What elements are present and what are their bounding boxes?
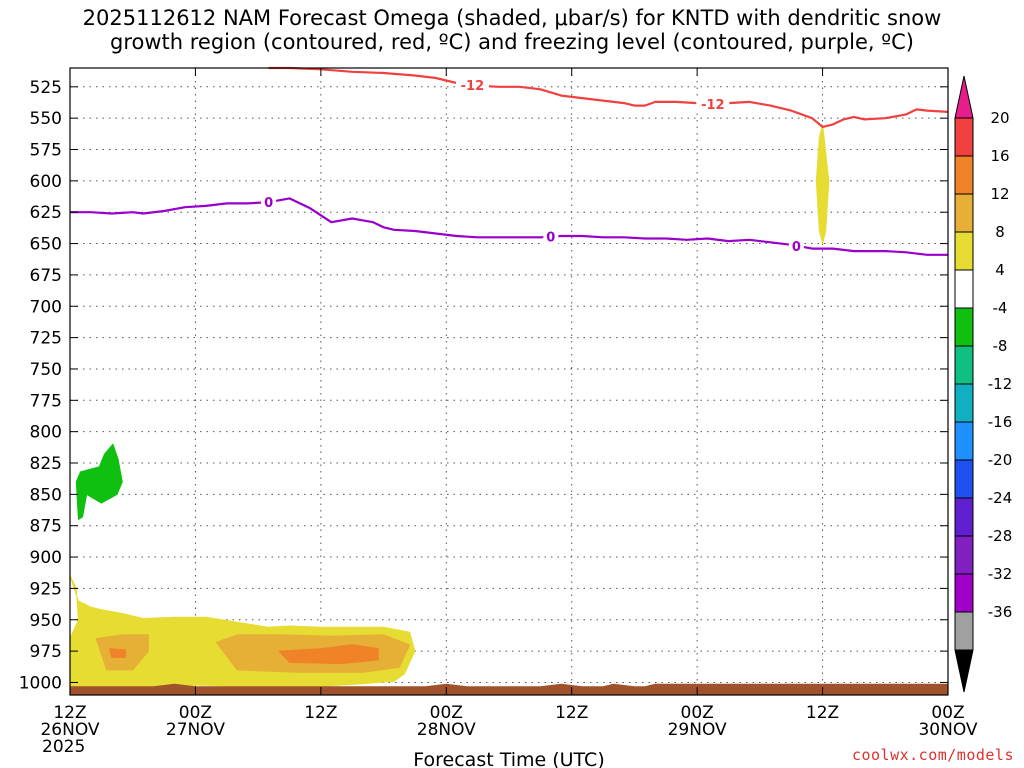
y-tick-label: 650 <box>30 235 62 255</box>
contour-label-bg <box>696 96 730 113</box>
y-tick-label: 725 <box>30 329 62 349</box>
colorbar-box <box>954 573 974 613</box>
y-tick-label: 850 <box>30 485 62 505</box>
y-tick-label: 825 <box>30 454 62 474</box>
colorbar-tick-label: 8 <box>995 223 1005 241</box>
contour-layer <box>70 66 949 256</box>
contour-label-bg <box>543 228 559 245</box>
colorbar-box <box>954 421 974 461</box>
colorbar-box <box>954 611 974 651</box>
colorbar: 20 16 12 8 4 -4 -8 -12 -16 -20 -24 -28 -32 -36 <box>954 75 1013 693</box>
y-tick-label: 700 <box>30 297 62 317</box>
colorbar-box <box>954 459 974 499</box>
contour-line-neg12 <box>268 66 949 128</box>
x-tick-label: 12Z <box>53 703 86 723</box>
source-credit: coolwx.com/models <box>851 746 1014 764</box>
colorbar-tick-label: -20 <box>988 451 1013 469</box>
omega-shaded-region <box>69 575 416 693</box>
y-tick-label: 900 <box>30 548 62 568</box>
colorbar-tick-label: -8 <box>993 337 1008 355</box>
y-tick-label: 1000 <box>19 673 62 693</box>
contour-label: 0 <box>264 196 273 211</box>
colorbar-box <box>954 383 974 423</box>
contour-label: -12 <box>701 98 725 113</box>
x-tick-label: 28NOV <box>417 720 476 740</box>
x-axis-label: Forecast Time (UTC) <box>413 749 604 768</box>
y-tick-label: 975 <box>30 642 62 662</box>
colorbar-box <box>954 193 974 233</box>
y-tick-label: 775 <box>30 391 62 411</box>
omega-shaded-region <box>109 648 126 658</box>
x-tick-label: 12Z <box>304 703 337 723</box>
contour-label-layer: -12 -12 0 0 0 <box>261 76 804 255</box>
colorbar-box <box>954 307 974 347</box>
contour-label-bg <box>788 237 804 254</box>
x-tick-label: 00Z <box>681 703 714 723</box>
y-tick-label: 550 <box>30 109 62 129</box>
y-tick-label: 525 <box>30 78 62 98</box>
colorbar-tick-label: -24 <box>988 489 1013 507</box>
terrain-fill <box>70 683 948 695</box>
y-tick-label: 625 <box>30 203 62 223</box>
contour-label: -12 <box>461 79 485 94</box>
omega-shading-layer <box>69 123 830 693</box>
colorbar-bottom-arrow <box>954 649 974 693</box>
plot-frame <box>69 67 949 696</box>
y-axis-ticks: 525 550 575 600 625 650 675 700 725 750 775 800 825 8… <box>19 78 948 693</box>
contour-line-0 <box>70 197 948 256</box>
colorbar-tick-label: -36 <box>988 603 1013 621</box>
x-tick-label: 2025 <box>42 737 85 757</box>
y-tick-label: 675 <box>30 266 62 286</box>
colorbar-box <box>954 231 974 271</box>
chart-title-line-1: 2025112612 NAM Forecast Omega (shaded, μ… <box>82 6 942 30</box>
y-tick-label: 875 <box>30 517 62 537</box>
x-tick-label: 00Z <box>179 703 212 723</box>
contour-label-bg <box>455 76 489 93</box>
colorbar-tick-label: 12 <box>990 185 1009 203</box>
x-tick-label: 00Z <box>931 703 964 723</box>
contour-label: 0 <box>546 231 555 246</box>
omega-shaded-region <box>815 123 830 245</box>
colorbar-box <box>954 497 974 537</box>
x-tick-label: 29NOV <box>668 720 727 740</box>
y-tick-label: 950 <box>30 611 62 631</box>
x-tick-label: 12Z <box>555 703 588 723</box>
x-tick-label: 12Z <box>806 703 839 723</box>
y-tick-label: 750 <box>30 360 62 380</box>
colorbar-tick-label: -12 <box>988 375 1013 393</box>
x-tick-label: 26NOV <box>40 720 99 740</box>
colorbar-tick-label: -28 <box>988 527 1013 545</box>
colorbar-box <box>954 117 974 157</box>
colorbar-tick-label: 16 <box>990 147 1009 165</box>
x-tick-label: 27NOV <box>166 720 225 740</box>
colorbar-tick-label: 4 <box>995 261 1005 279</box>
y-tick-label: 800 <box>30 423 62 443</box>
colorbar-tick-label: -16 <box>988 413 1013 431</box>
contour-label-bg <box>261 194 277 211</box>
terrain-layer <box>70 683 948 695</box>
omega-shaded-region <box>278 644 379 665</box>
y-tick-label: 925 <box>30 579 62 599</box>
colorbar-top-arrow <box>954 75 974 119</box>
grid-layer <box>70 68 948 695</box>
contour-label: 0 <box>792 240 801 255</box>
colorbar-tick-label: 20 <box>990 109 1009 127</box>
colorbar-box <box>954 269 974 309</box>
y-tick-label: 600 <box>30 172 62 192</box>
x-tick-label: 30NOV <box>918 720 977 740</box>
x-tick-label: 00Z <box>430 703 463 723</box>
colorbar-box <box>954 345 974 385</box>
colorbar-tick-label: -32 <box>988 565 1013 583</box>
colorbar-tick-label: -4 <box>993 299 1008 317</box>
colorbar-box <box>954 155 974 195</box>
y-tick-label: 575 <box>30 141 62 161</box>
omega-shaded-region <box>75 443 123 520</box>
chart-title: 2025112612 NAM Forecast Omega (shaded, μ… <box>0 6 1024 54</box>
chart-title-line-2: growth region (contoured, red, ºC) and f… <box>110 30 914 54</box>
colorbar-box <box>954 535 974 575</box>
